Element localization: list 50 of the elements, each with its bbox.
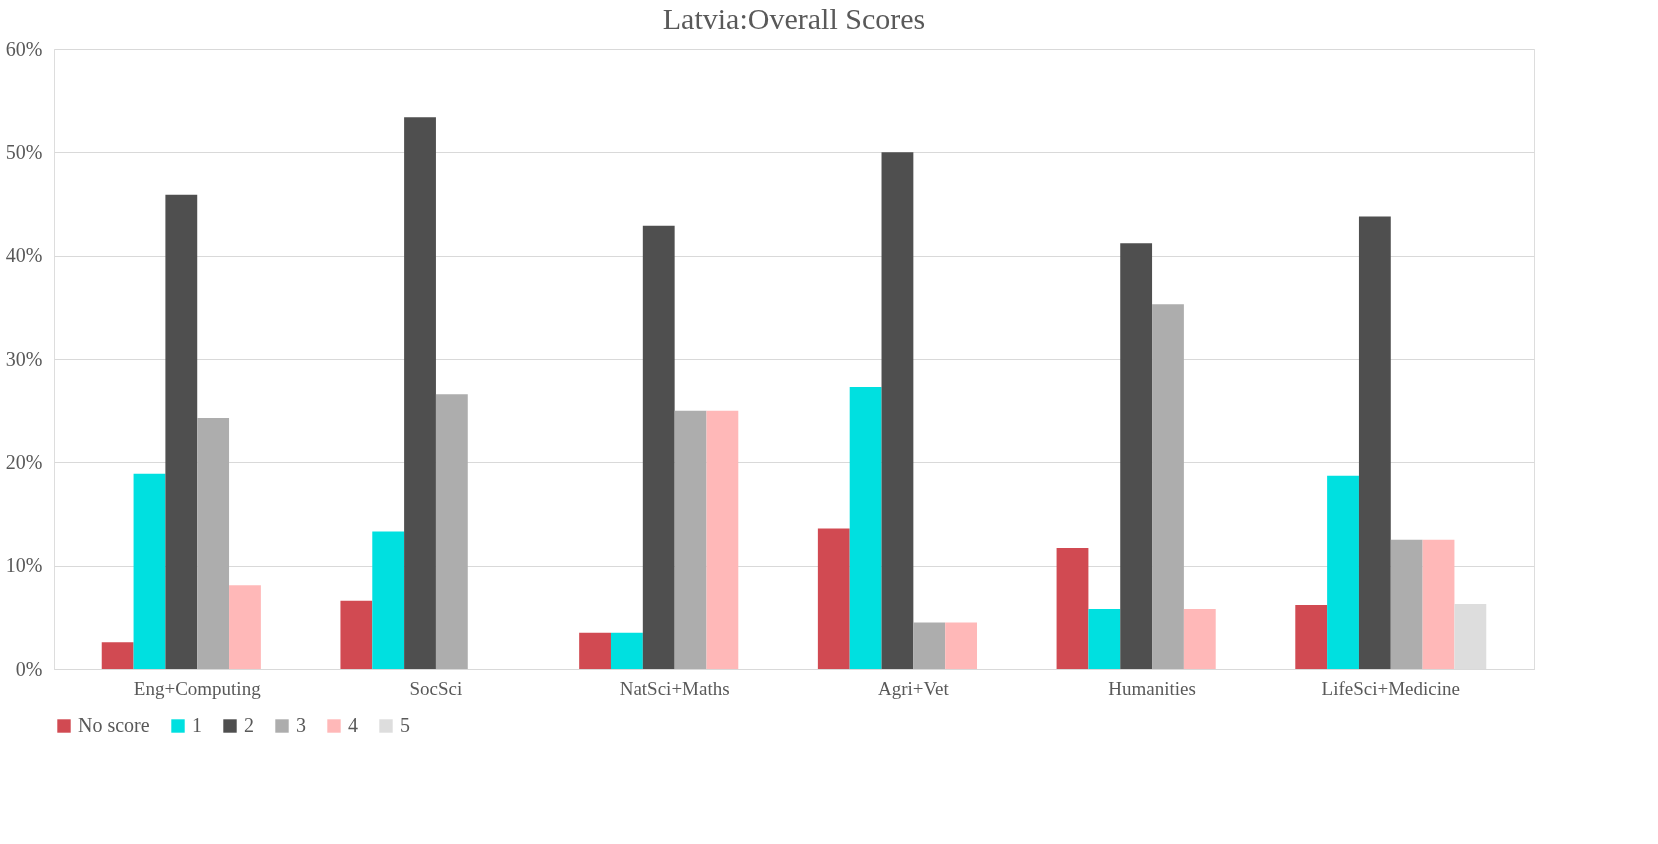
bar: [1390, 539, 1423, 669]
chart-title: Latvia:Overall Scores: [662, 2, 926, 35]
bar: [817, 528, 850, 669]
y-tick-label: 60%: [5, 37, 43, 60]
bar: [1327, 475, 1359, 669]
bar: [849, 386, 882, 669]
y-tick-label: 30%: [5, 347, 43, 370]
bar: [706, 410, 739, 669]
bar: [674, 410, 707, 669]
bar: [1295, 604, 1328, 669]
bar: [913, 622, 946, 669]
x-tick-label: LifeSci+Medicine: [1321, 677, 1460, 699]
legend-label: 2: [244, 714, 254, 736]
legend-label: 5: [400, 714, 410, 736]
bar: [642, 225, 675, 669]
bar: [1120, 243, 1153, 669]
bar: [101, 642, 134, 669]
bar: [1152, 304, 1184, 669]
bar: [1454, 603, 1487, 669]
x-tick-label: Agri+Vet: [877, 677, 950, 699]
bar: [1088, 609, 1121, 669]
bar: [1358, 216, 1391, 669]
x-tick-label: Humanities: [1108, 677, 1196, 699]
bar: [610, 632, 643, 669]
bar: [1056, 548, 1089, 669]
bar: [1183, 609, 1216, 669]
bar: [197, 417, 230, 669]
legend-label: 4: [348, 714, 358, 736]
bar: [340, 600, 373, 669]
bar: [435, 394, 468, 669]
bar: [372, 531, 405, 669]
bar: [133, 473, 166, 669]
bar: [945, 622, 978, 669]
bar: [404, 117, 436, 669]
x-tick-label: Eng+Computing: [133, 677, 262, 699]
y-tick-label: 40%: [5, 244, 43, 267]
bar: [165, 194, 198, 669]
y-tick-label: 20%: [5, 450, 43, 473]
y-tick-label: 10%: [5, 554, 43, 577]
legend-label: 1: [192, 714, 202, 736]
legend-label: 3: [296, 714, 306, 736]
legend-label: No score: [78, 714, 150, 736]
bar: [1422, 539, 1455, 669]
bar: [229, 585, 261, 669]
bar: [881, 152, 914, 669]
x-tick-label: SocSci: [409, 677, 463, 699]
y-tick-label: 50%: [5, 140, 43, 163]
bar: [579, 632, 611, 669]
x-tick-label: NatSci+Maths: [619, 677, 730, 699]
y-tick-label: 0%: [15, 657, 43, 680]
